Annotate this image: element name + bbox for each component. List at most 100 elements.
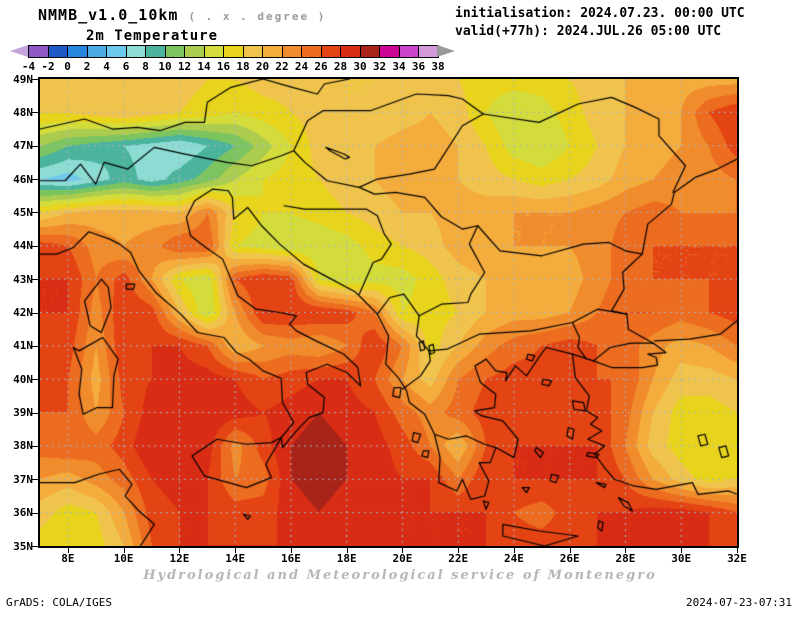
colorbar-cell-20: [263, 46, 283, 57]
colorbar-tick-label: 24: [294, 60, 309, 73]
lon-tick: [569, 548, 571, 553]
temperature-map-canvas: [40, 79, 737, 546]
lat-tick: [32, 445, 38, 447]
colorbar-below-arrow-icon: [10, 45, 28, 57]
lat-tick-label: 40N: [13, 372, 33, 386]
lon-tick: [290, 548, 292, 553]
run-info: initialisation: 2024.07.23. 00:00 UTC va…: [455, 5, 745, 41]
variable-title: 2m Temperature: [86, 28, 219, 44]
colorbar-cell-6: [126, 46, 146, 57]
colorbar-cell-18: [243, 46, 263, 57]
lat-tick: [32, 512, 38, 514]
colorbar-cell-24: [302, 46, 322, 57]
colorbar-cell-26: [321, 46, 341, 57]
lon-tick-label: 16E: [280, 552, 301, 565]
colorbar-cell-12: [185, 46, 205, 57]
lon-tick: [346, 548, 348, 553]
lon-tick-label: 18E: [336, 552, 357, 565]
colorbar-cell--4: [29, 46, 49, 57]
lon-tick-label: 10E: [113, 552, 134, 565]
lat-tick-label: 42N: [13, 306, 33, 319]
colorbar-cell-14: [204, 46, 224, 57]
lat-tick-label: 36N: [13, 506, 33, 520]
lon-tick: [123, 548, 125, 553]
colorbar-tick-label: 2: [83, 60, 91, 73]
model-title: NMMB_v1.0_10km: [38, 6, 179, 24]
colorbar-tick-label: 16: [216, 60, 231, 73]
grads-credit: GrADS: COLA/IGES: [6, 596, 112, 609]
lon-tick-label: 20E: [392, 552, 413, 565]
map-frame: [38, 77, 739, 548]
colorbar-cell-36: [419, 46, 438, 57]
lat-tick: [32, 179, 38, 181]
colorbar-tick-label: 8: [142, 60, 149, 73]
lat-tick: [32, 245, 38, 247]
lat-tick-label: 44N: [13, 239, 33, 253]
lon-tick-label: 14E: [225, 552, 246, 565]
lat-tick: [32, 112, 38, 114]
colorbar-cell-34: [399, 46, 419, 57]
colorbar-tick-label: 38: [431, 60, 445, 73]
colorbar-tick-label: 34: [392, 60, 406, 73]
lat-tick: [32, 412, 38, 414]
lat-tick: [32, 345, 38, 347]
lat-tick-label: 45N: [13, 205, 33, 219]
lat-tick-label: 37N: [13, 472, 33, 486]
page-title: NMMB_v1.0_10km ( . x . degree ): [38, 6, 326, 24]
lon-tick-label: 22E: [448, 552, 469, 565]
colorbar-tick-label: -2: [41, 60, 55, 73]
colorbar-cell-32: [380, 46, 400, 57]
lat-tick-label: 49N: [13, 72, 33, 86]
colorbar-above-arrow-icon: [437, 45, 455, 57]
lon-tick: [681, 548, 683, 553]
lat-tick: [32, 479, 38, 481]
lat-tick: [32, 212, 38, 214]
lon-tick-label: 24E: [504, 552, 524, 565]
lat-tick-label: 38N: [13, 439, 33, 453]
colorbar-cell-10: [165, 46, 185, 57]
colorbar-tick-label: 36: [411, 60, 426, 73]
colorbar-tick-label: 30: [353, 60, 367, 73]
lat-tick-label: 47N: [13, 139, 33, 153]
lon-tick: [235, 548, 237, 553]
lat-tick: [32, 145, 38, 147]
lat-tick-label: 39N: [13, 406, 33, 420]
colorbar-tick-label: 10: [158, 60, 172, 73]
grid-resolution-note: ( . x . degree ): [188, 10, 327, 23]
colorbar-tick-label: 32: [372, 60, 387, 73]
lon-tick: [458, 548, 460, 553]
colorbar-tick-label: 26: [314, 60, 328, 73]
lon-tick-label: 12E: [169, 552, 190, 565]
colorbar-tick-label: 0: [64, 60, 71, 73]
lon-tick: [67, 548, 69, 553]
colorbar-cell-8: [146, 46, 166, 57]
lon-tick: [513, 548, 515, 553]
colorbar-cell-2: [87, 46, 107, 57]
colorbar-tick-label: 20: [255, 60, 270, 73]
lat-tick: [32, 546, 38, 547]
lon-tick: [179, 548, 181, 553]
lat-tick: [32, 379, 38, 381]
lon-tick: [737, 548, 738, 553]
colorbar-cell-28: [341, 46, 361, 57]
colorbar-tick-label: 22: [275, 60, 289, 73]
colorbar-tick-label: 28: [333, 60, 348, 73]
lon-tick-label: 26E: [559, 552, 580, 565]
colorbar-cell-4: [107, 46, 127, 57]
lon-tick-label: 28E: [615, 552, 636, 565]
colorbar-cell-16: [224, 46, 244, 57]
lat-tick-label: 43N: [13, 272, 33, 286]
initialisation-line: initialisation: 2024.07.23. 00:00 UTC: [455, 6, 745, 21]
colorbar-cell-0: [68, 46, 88, 57]
lon-tick-label: 8E: [61, 552, 75, 565]
creation-timestamp: 2024-07-23-07:31: [686, 596, 792, 609]
lat-tick: [32, 279, 38, 281]
colorbar-cell-30: [360, 46, 380, 57]
colorbar-cell-22: [282, 46, 302, 57]
colorbar-tick-label: 12: [177, 60, 192, 73]
valid-line: valid(+77h): 2024.JUL.26 05:00 UTC: [455, 24, 722, 39]
lat-tick-label: 46N: [13, 172, 33, 186]
lat-tick-label: 48N: [13, 105, 33, 119]
lon-tick-label: 30E: [671, 552, 692, 565]
lat-tick: [32, 79, 38, 80]
